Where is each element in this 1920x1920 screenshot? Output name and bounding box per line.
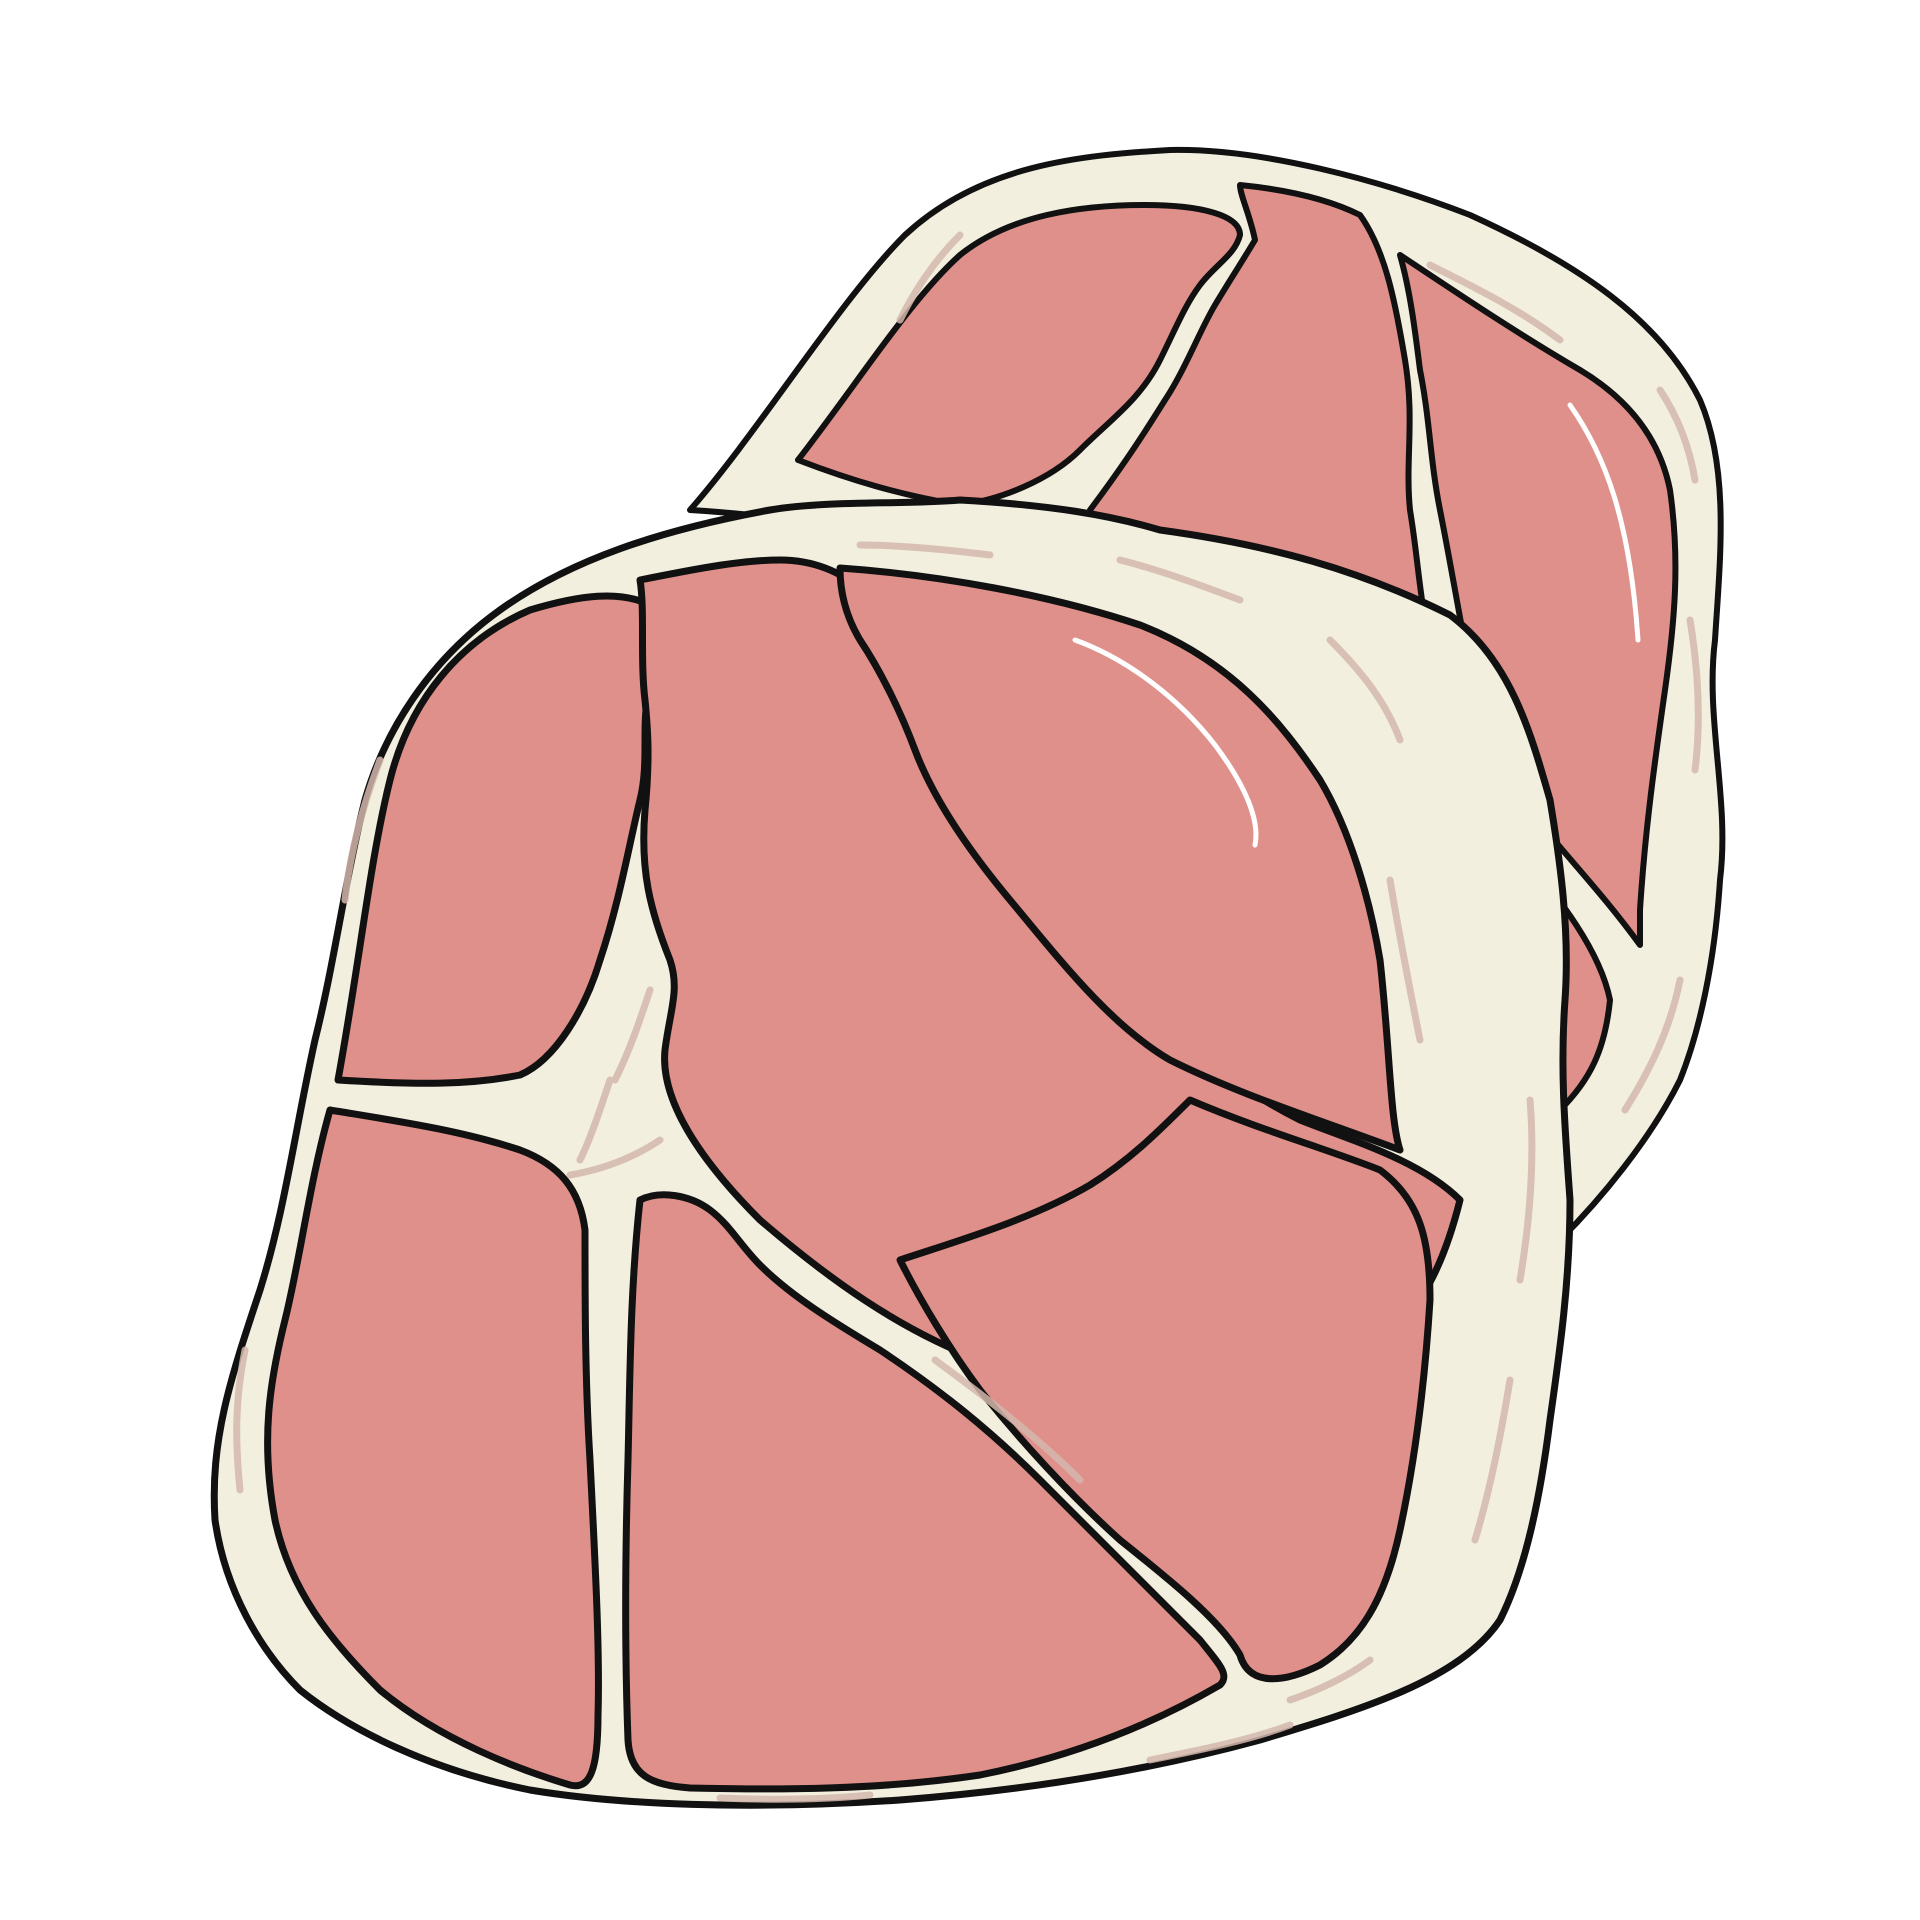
back-meat-section-right (1397, 252, 1679, 948)
front-slice-fat-streaks (233, 541, 1536, 1803)
front-meat-section-bottom-center (622, 1191, 1228, 1793)
front-meat-section-top-right (836, 564, 1404, 1154)
back-slice-highlight (1567, 402, 1641, 643)
front-meat-section-bottom-left (264, 1106, 602, 1790)
front-slice-highlight (1072, 637, 1259, 848)
back-meat-section-left (795, 202, 1243, 508)
back-slice-fat-streaks (896, 231, 1702, 1114)
front-meat-section-right (896, 1096, 1434, 1683)
front-meat-slice (210, 496, 1574, 1809)
